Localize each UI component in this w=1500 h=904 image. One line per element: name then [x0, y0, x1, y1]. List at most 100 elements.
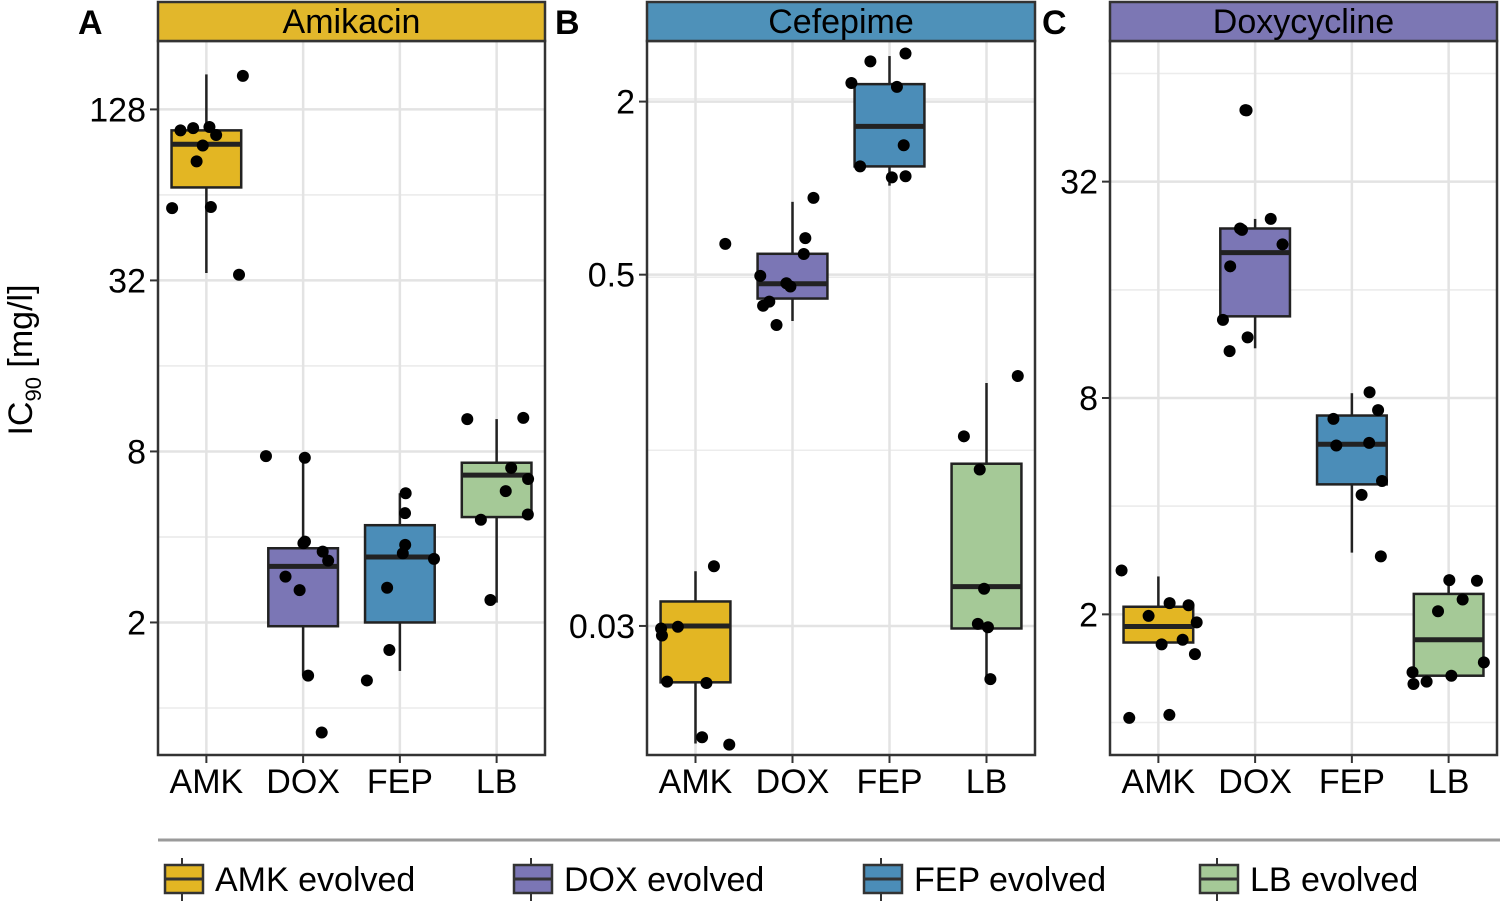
y-tick-label: 0.5 [588, 257, 635, 295]
data-point [1224, 260, 1237, 273]
data-point [293, 584, 306, 597]
data-point [1330, 439, 1343, 452]
data-point [671, 620, 684, 633]
legend-label: DOX evolved [564, 861, 764, 899]
data-point [1456, 593, 1469, 606]
y-axis-label-subscript: 90 [21, 377, 46, 401]
data-point [770, 319, 783, 332]
x-tick-label: LB [1428, 763, 1470, 801]
data-point [187, 122, 200, 135]
box-body [363, 523, 436, 624]
data-point [899, 170, 912, 183]
x-tick-label: LB [966, 763, 1008, 801]
box-amk [1115, 564, 1203, 724]
data-point [1443, 574, 1456, 587]
data-point [1188, 648, 1201, 661]
panel-title: Doxycycline [1213, 3, 1394, 41]
legend-item-fep: FEP evolved [862, 858, 1106, 901]
data-point [754, 269, 767, 282]
panel-title: Amikacin [283, 3, 421, 41]
data-point [1477, 656, 1490, 669]
panel-strip [156, 0, 547, 43]
data-point [807, 191, 820, 204]
box-fep [845, 47, 926, 186]
x-tick-label: DOX [756, 763, 830, 801]
data-point [1432, 605, 1445, 618]
y-tick-label: 2 [616, 84, 635, 122]
data-point [864, 55, 877, 68]
legend-item-dox: DOX evolved [512, 858, 764, 901]
data-point [1372, 404, 1385, 417]
data-point [298, 451, 311, 464]
box-fep [360, 487, 440, 687]
box-body [659, 600, 732, 684]
data-point [1163, 708, 1176, 721]
y-tick-label: 32 [108, 262, 146, 300]
data-point [461, 413, 474, 426]
y-tick-label: 0.03 [569, 608, 635, 646]
data-point [1163, 597, 1176, 610]
data-point [1407, 678, 1420, 691]
data-point [1363, 386, 1376, 399]
data-point [204, 201, 217, 214]
data-point [315, 726, 328, 739]
data-point [984, 673, 997, 686]
box-body [1315, 414, 1388, 486]
y-axis-label: IC90 [mg/l] [2, 284, 46, 435]
box-dox [259, 450, 340, 739]
box-body [950, 462, 1023, 630]
data-point [897, 139, 910, 152]
data-point [899, 47, 912, 60]
data-point [981, 621, 994, 634]
box-body [170, 129, 243, 189]
legend-label: FEP evolved [914, 861, 1106, 899]
data-point [1176, 633, 1189, 646]
panel-letter: B [555, 4, 580, 42]
y-tick-label: 2 [1079, 596, 1098, 634]
data-point [505, 461, 518, 474]
data-point [971, 617, 984, 630]
box-fep [1315, 386, 1389, 563]
data-point [845, 77, 858, 90]
data-point [885, 171, 898, 184]
data-point [381, 581, 394, 594]
data-point [1182, 599, 1195, 612]
panel-letter: A [78, 4, 103, 42]
data-point [1445, 669, 1458, 682]
panel-title: Cefepime [768, 3, 914, 41]
data-point [316, 545, 329, 558]
legend: AMK evolved DOX evolved FEP evolved LB evol… [163, 858, 1418, 901]
legend-label: AMK evolved [215, 861, 415, 899]
data-point [302, 669, 315, 682]
data-point [499, 485, 512, 498]
data-point [719, 237, 732, 250]
data-point [1241, 331, 1254, 344]
y-tick-label: 128 [89, 91, 146, 129]
panel-doxycycline: 2 8 32 AMK DOX FEP LB Doxycycline C [1042, 0, 1499, 801]
data-point [1234, 222, 1247, 235]
panel-amikacin: 2 8 32 128 AMK DOX FEP LB Amikacin A [78, 0, 547, 801]
data-point [210, 129, 223, 142]
x-tick-label: FEP [856, 763, 922, 801]
data-point [696, 731, 709, 744]
data-point [236, 69, 249, 82]
data-point [1223, 345, 1236, 358]
data-point [1216, 313, 1229, 326]
data-point [190, 155, 203, 168]
box-dox [754, 191, 829, 332]
data-point [233, 268, 246, 281]
x-tick-label: AMK [659, 763, 733, 801]
data-point [978, 582, 991, 595]
data-point [1264, 212, 1277, 225]
data-point [957, 430, 970, 443]
x-tick-label: FEP [1319, 763, 1385, 801]
panel-cefepime: 0.03 0.5 2 AMK DOX FEP LB Cefepime B [555, 0, 1037, 801]
legend-item-amk: AMK evolved [163, 858, 415, 901]
data-point [1420, 675, 1433, 688]
x-tick-label: FEP [367, 763, 433, 801]
y-tick-label: 8 [127, 433, 146, 471]
x-tick-label: AMK [170, 763, 244, 801]
x-tick-label: DOX [1218, 763, 1292, 801]
data-point [661, 675, 674, 688]
